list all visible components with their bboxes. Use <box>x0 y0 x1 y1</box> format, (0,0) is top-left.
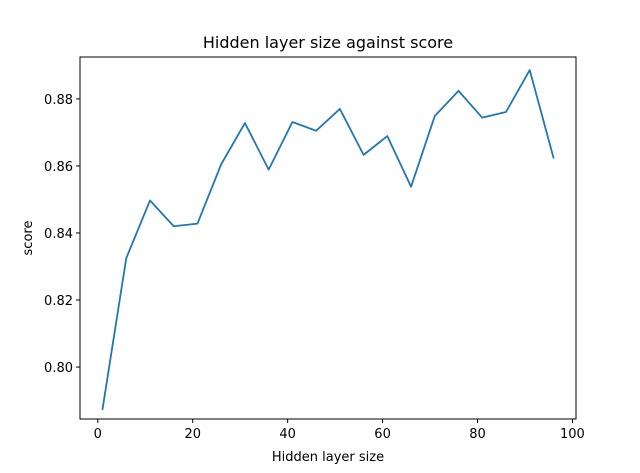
y-tick-label: 0.80 <box>44 361 73 376</box>
chart-title: Hidden layer size against score <box>203 33 453 52</box>
x-tick-label: 100 <box>560 427 585 442</box>
y-tick-label: 0.86 <box>44 160 73 175</box>
y-tick-label: 0.82 <box>44 294 73 309</box>
plot-frame <box>79 56 577 420</box>
y-tick-label: 0.88 <box>44 93 73 108</box>
plot-area <box>80 57 576 419</box>
series-layer <box>101 69 555 410</box>
y-tick-label: 0.84 <box>44 227 73 242</box>
x-tick-label: 60 <box>374 427 391 442</box>
series-line <box>101 69 555 410</box>
x-axis-label: Hidden layer size <box>272 450 384 465</box>
x-tick-label: 40 <box>279 427 296 442</box>
x-tick-label: 80 <box>469 427 486 442</box>
x-tick-label: 0 <box>94 427 102 442</box>
axis-ticks: 0 20 40 60 80 100 0.80 0.82 0.84 0.86 0.88 <box>44 93 585 442</box>
y-axis-label: score <box>21 221 36 256</box>
x-tick-label: 20 <box>184 427 201 442</box>
